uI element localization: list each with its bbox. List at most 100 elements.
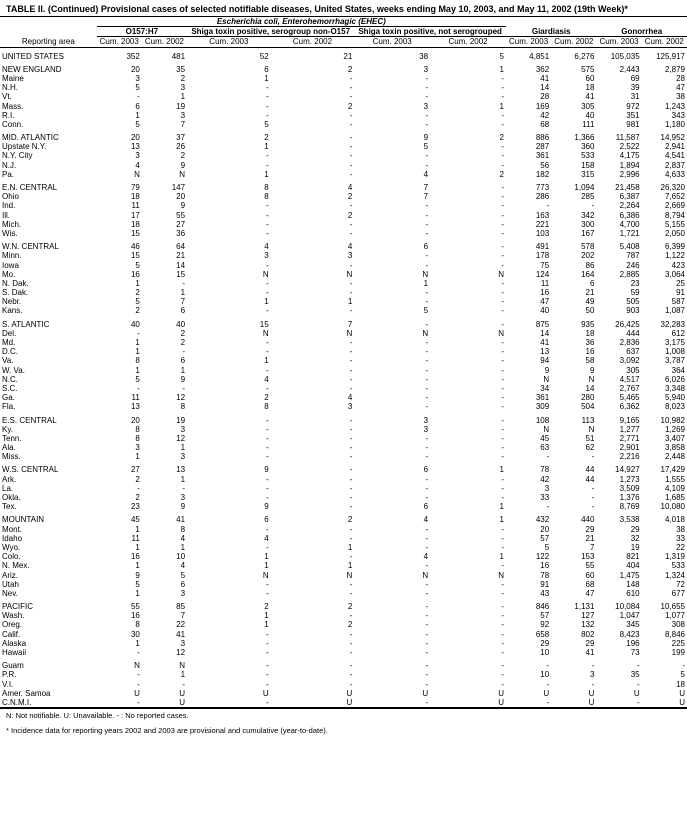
- value-cell: 481: [142, 47, 187, 61]
- value-cell: 14: [551, 384, 596, 393]
- value-cell: 4: [187, 534, 271, 543]
- value-cell: 2: [142, 329, 187, 338]
- value-cell: 6,386: [596, 211, 641, 220]
- value-cell: -: [354, 211, 430, 220]
- value-cell: N: [551, 425, 596, 434]
- value-cell: -: [271, 630, 355, 639]
- value-cell: 21,458: [596, 179, 641, 192]
- table-row: Okla.23----33-1,3761,685: [0, 493, 687, 502]
- area-cell: Ark.: [0, 475, 97, 484]
- table-row: Conn.575---681119811,180: [0, 120, 687, 129]
- value-cell: -: [354, 229, 430, 238]
- value-cell: 14: [142, 261, 187, 270]
- value-cell: -: [551, 502, 596, 511]
- table-title: TABLE II. (Continued) Provisional cases …: [0, 0, 687, 16]
- value-cell: 2,837: [642, 161, 687, 170]
- value-cell: 6: [142, 306, 187, 315]
- cum2003-2: Cum. 2003: [187, 37, 271, 47]
- value-cell: 18: [97, 192, 142, 201]
- cum2003-3: Cum. 2003: [354, 37, 430, 47]
- value-cell: 1: [142, 443, 187, 452]
- value-cell: -: [187, 201, 271, 210]
- value-cell: -: [430, 306, 506, 315]
- value-cell: 27: [97, 461, 142, 474]
- value-cell: 6: [354, 502, 430, 511]
- value-cell: -: [430, 151, 506, 160]
- value-cell: 9: [187, 461, 271, 474]
- table-row: W.S. CENTRAL27139-61784414,92717,429: [0, 461, 687, 474]
- table-row: La.------3-3,5094,109: [0, 484, 687, 493]
- value-cell: 3: [187, 251, 271, 260]
- value-cell: -: [271, 375, 355, 384]
- value-cell: 20: [506, 525, 551, 534]
- area-cell: Vt.: [0, 92, 97, 101]
- value-cell: 1: [142, 475, 187, 484]
- value-cell: 2: [142, 151, 187, 160]
- value-cell: 21: [271, 47, 355, 61]
- value-cell: 225: [642, 639, 687, 648]
- value-cell: -: [187, 452, 271, 461]
- value-cell: N: [142, 170, 187, 179]
- value-cell: 1: [187, 356, 271, 365]
- value-cell: N: [97, 170, 142, 179]
- value-cell: 3: [142, 493, 187, 502]
- value-cell: -: [187, 648, 271, 657]
- value-cell: 3: [354, 61, 430, 74]
- value-cell: -: [430, 534, 506, 543]
- value-cell: 41: [506, 338, 551, 347]
- value-cell: -: [506, 201, 551, 210]
- value-cell: 308: [642, 620, 687, 629]
- value-cell: -: [271, 201, 355, 210]
- area-cell: Nebr.: [0, 297, 97, 306]
- value-cell: -: [187, 657, 271, 670]
- value-cell: 3: [354, 412, 430, 425]
- value-cell: -: [271, 552, 355, 561]
- value-cell: 18: [551, 83, 596, 92]
- value-cell: 4: [354, 511, 430, 524]
- area-cell: N. Dak.: [0, 279, 97, 288]
- value-cell: -: [354, 630, 430, 639]
- value-cell: -: [187, 543, 271, 552]
- table-row: D.C.1-----13166371,008: [0, 347, 687, 356]
- value-cell: -: [430, 402, 506, 411]
- table-row: C.N.M.I.-U-U-U-U-U: [0, 698, 687, 708]
- value-cell: 612: [642, 329, 687, 338]
- value-cell: -: [430, 142, 506, 151]
- table-row: MOUNTAIN454162414324403,5384,018: [0, 511, 687, 524]
- value-cell: 1,366: [551, 129, 596, 142]
- value-cell: 21: [142, 251, 187, 260]
- value-cell: -: [271, 229, 355, 238]
- value-cell: 2: [97, 306, 142, 315]
- value-cell: N: [354, 270, 430, 279]
- area-cell: Okla.: [0, 493, 97, 502]
- value-cell: -: [642, 657, 687, 670]
- value-cell: 2,885: [596, 270, 641, 279]
- value-cell: 40: [97, 316, 142, 329]
- area-cell: Idaho: [0, 534, 97, 543]
- value-cell: 3: [506, 484, 551, 493]
- value-cell: 309: [506, 402, 551, 411]
- value-cell: -: [430, 680, 506, 689]
- value-cell: -: [271, 639, 355, 648]
- value-cell: -: [430, 384, 506, 393]
- value-cell: 3: [142, 83, 187, 92]
- table-row: Wash.1671---571271,0471,077: [0, 611, 687, 620]
- value-cell: 9: [97, 571, 142, 580]
- value-cell: N: [271, 329, 355, 338]
- value-cell: 167: [551, 229, 596, 238]
- table-row: Ala.31----63622,9013,858: [0, 443, 687, 452]
- value-cell: -: [271, 670, 355, 679]
- value-cell: -: [271, 338, 355, 347]
- value-cell: -: [354, 120, 430, 129]
- value-cell: 5,155: [642, 220, 687, 229]
- value-cell: 1,077: [642, 611, 687, 620]
- value-cell: 505: [596, 297, 641, 306]
- value-cell: 6: [142, 580, 187, 589]
- value-cell: 91: [642, 288, 687, 297]
- value-cell: 305: [551, 102, 596, 111]
- value-cell: -: [354, 443, 430, 452]
- value-cell: 10,655: [642, 598, 687, 611]
- value-cell: -: [271, 129, 355, 142]
- area-cell: Miss.: [0, 452, 97, 461]
- value-cell: 38: [642, 92, 687, 101]
